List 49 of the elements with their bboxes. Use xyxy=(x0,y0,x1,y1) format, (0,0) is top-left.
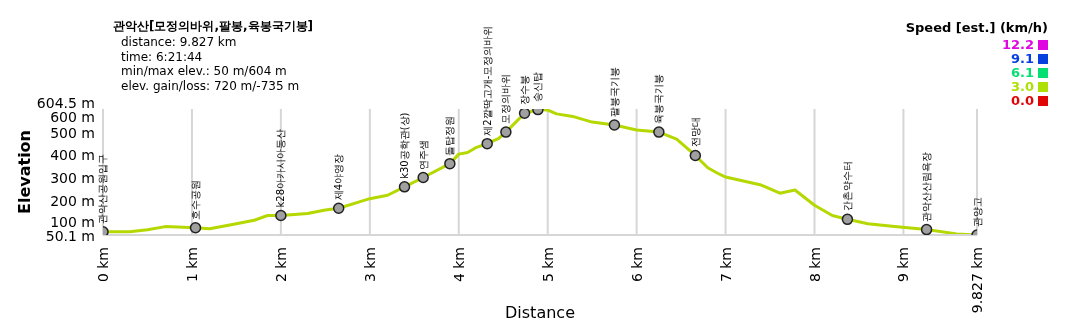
text: distance: 9.827 km xyxy=(121,35,237,49)
color-bar-label: 3.0 xyxy=(1010,79,1034,94)
y-tick-label: 500 m xyxy=(50,124,95,141)
x-tick-label: 6 km xyxy=(628,247,645,283)
y-tick-label: 100 m xyxy=(50,214,95,231)
x-tick-label: 1 km xyxy=(183,247,200,283)
y-tick-label: 300 m xyxy=(50,170,95,187)
y-tick-label: 400 m xyxy=(50,147,95,164)
y-tick-label: 50.1 m xyxy=(45,228,95,245)
color-bar-title: Speed [est.] (km/h) xyxy=(905,20,1048,35)
annotation: k28아카시아동산 xyxy=(275,128,287,208)
annotation: 관악산산림욕장 xyxy=(921,151,933,222)
x-tick-label: 0 km xyxy=(95,247,111,283)
x-tick-label: 8 km xyxy=(806,247,823,283)
x-tick-label: 9 km xyxy=(895,247,912,283)
y-axis-title: Elevation xyxy=(15,129,34,215)
annotation: 전망대 xyxy=(689,117,701,148)
text: elev. gain/loss: 720 m/-735 m xyxy=(121,78,300,93)
annotation: 장수봉 xyxy=(519,75,531,106)
color-bar-label: 9.1 xyxy=(1010,51,1034,66)
annotation: 관악산공원입구 xyxy=(97,153,109,224)
x-tick-label: 4 km xyxy=(450,247,467,283)
annotation: 모정의바위 xyxy=(500,74,512,125)
text: min/max elev.: 50 m/604 m xyxy=(121,64,287,78)
annotation: 호수공원 xyxy=(190,179,201,220)
annotation: 팔봉국기봉 xyxy=(608,67,620,118)
x-tick-label: 7 km xyxy=(717,247,734,283)
y-tick-label: 604.5 m xyxy=(36,94,95,111)
annotation: 송신탑 xyxy=(532,71,544,102)
text: time: 6:21:44 xyxy=(121,49,203,64)
color-bar-label: 0.0 xyxy=(1010,93,1034,108)
annotation: 간촌약수터 xyxy=(841,161,853,212)
x-tick-label: 2 km xyxy=(272,247,289,283)
annotation: 제4야영장 xyxy=(333,153,345,201)
x-tick-label: 5 km xyxy=(539,247,556,283)
chart-title: 관악산[모정의바위,팔봉,육봉국기봉] xyxy=(113,19,314,33)
annotation: 돌탑정원 xyxy=(444,115,456,156)
annotation: 육봉국기봉 xyxy=(653,74,665,125)
x-tick-label: 9.827 km xyxy=(969,247,985,314)
x-tick-label: 3 km xyxy=(361,247,378,283)
annotation: 제2깔딱고개-모정의바위 xyxy=(481,25,493,136)
annotation: k30공학관(상) xyxy=(399,112,410,179)
x-axis-title: Distance xyxy=(505,303,575,322)
y-tick-label: 600 m xyxy=(50,108,95,125)
y-tick-label: 200 m xyxy=(50,192,95,209)
color-bar-label: 12.2 xyxy=(1001,37,1034,52)
color-bar-label: 6.1 xyxy=(1010,65,1034,80)
annotation: 연주샘 xyxy=(417,139,429,170)
annotation: 관양고 xyxy=(971,197,983,227)
